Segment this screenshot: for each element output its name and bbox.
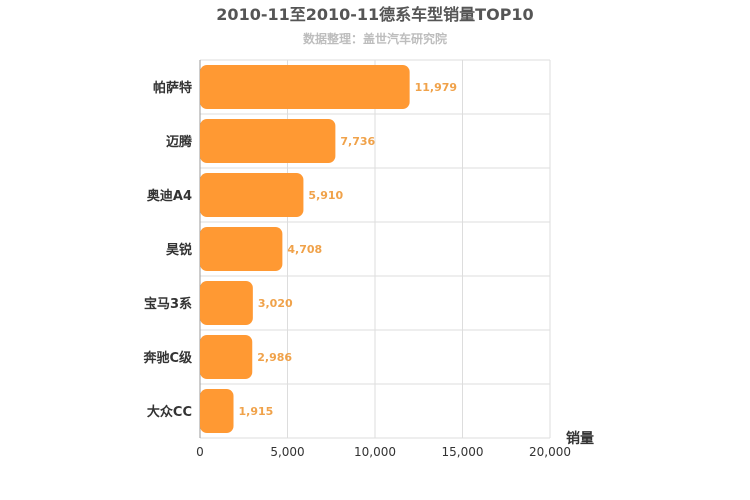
x-tick-label: 5,000 — [270, 445, 304, 459]
data-label: 3,020 — [258, 297, 293, 310]
category-label: 帕萨特 — [153, 80, 192, 96]
category-label: 奥迪A4 — [147, 188, 192, 204]
x-tick-label: 20,000 — [529, 445, 571, 459]
bar[interactable] — [200, 227, 283, 271]
bar[interactable] — [200, 389, 234, 433]
bar[interactable] — [200, 119, 336, 163]
labels: 0 5,000 10,000 15,000 20,000 帕萨特 11,979 迈腾 7,736… — [142, 80, 571, 459]
category-label: 昊锐 — [166, 242, 192, 258]
chart-title: 2010-11至2010-11德系车型销量TOP10 — [216, 5, 533, 24]
x-tick-label: 15,000 — [442, 445, 484, 459]
bar[interactable] — [200, 65, 410, 109]
data-label: 7,736 — [340, 135, 375, 148]
x-axis-title: 销量 — [566, 430, 594, 447]
category-label: 迈腾 — [166, 134, 193, 150]
data-label: 5,910 — [308, 189, 343, 202]
x-tick-label: 10,000 — [354, 445, 396, 459]
chart-subtitle: 数据整理：盖世汽车研究院 — [303, 31, 447, 46]
bars — [200, 65, 410, 433]
category-label: 奔驰C级 — [142, 350, 193, 366]
data-label: 2,986 — [257, 351, 292, 364]
bar[interactable] — [200, 173, 304, 217]
bar[interactable] — [200, 281, 253, 325]
x-tick-label: 0 — [196, 445, 204, 459]
category-label: 宝马3系 — [144, 296, 192, 312]
category-label: 大众CC — [147, 404, 192, 420]
data-label: 4,708 — [287, 243, 322, 256]
data-label: 1,915 — [239, 405, 274, 418]
bar[interactable] — [200, 335, 253, 379]
data-label: 11,979 — [415, 81, 457, 94]
